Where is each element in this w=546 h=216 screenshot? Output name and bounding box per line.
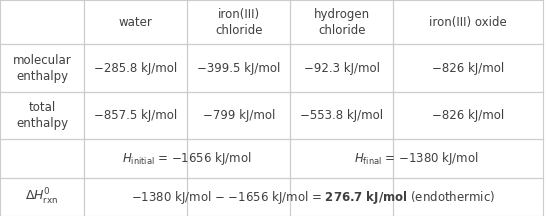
Text: −826 kJ/mol: −826 kJ/mol (432, 109, 504, 122)
Text: −1380 kJ/mol − −1656 kJ/mol = 276.7 kJ/mol (endothermic): −1380 kJ/mol − −1656 kJ/mol = 276.7 kJ/m… (130, 191, 486, 204)
Text: iron(III) oxide: iron(III) oxide (429, 16, 507, 29)
Text: −799 kJ/mol: −799 kJ/mol (203, 109, 275, 122)
Text: molecular
enthalpy: molecular enthalpy (13, 54, 72, 83)
Text: −826 kJ/mol: −826 kJ/mol (432, 62, 504, 75)
Text: −553.8 kJ/mol: −553.8 kJ/mol (300, 109, 383, 122)
Text: total
enthalpy: total enthalpy (16, 101, 68, 130)
Text: $\Delta H^\mathrm{0}_\mathrm{rxn}$: $\Delta H^\mathrm{0}_\mathrm{rxn}$ (25, 187, 59, 207)
Text: $-$1380 kJ/mol $-$ $-$1656 kJ/mol = $\mathbf{276.7\ kJ/mol}$ (endothermic): $-$1380 kJ/mol $-$ $-$1656 kJ/mol = $\ma… (131, 189, 496, 206)
Text: −857.5 kJ/mol: −857.5 kJ/mol (94, 109, 177, 122)
Text: hydrogen
chloride: hydrogen chloride (314, 8, 370, 37)
Text: water: water (118, 16, 153, 29)
Text: $H_\mathrm{initial}$ = −1656 kJ/mol: $H_\mathrm{initial}$ = −1656 kJ/mol (122, 150, 252, 167)
Text: −92.3 kJ/mol: −92.3 kJ/mol (304, 62, 380, 75)
Text: −285.8 kJ/mol: −285.8 kJ/mol (94, 62, 177, 75)
Text: $H_\mathrm{final}$ = −1380 kJ/mol: $H_\mathrm{final}$ = −1380 kJ/mol (354, 150, 479, 167)
Text: −399.5 kJ/mol: −399.5 kJ/mol (197, 62, 281, 75)
Text: iron(III)
chloride: iron(III) chloride (215, 8, 263, 37)
